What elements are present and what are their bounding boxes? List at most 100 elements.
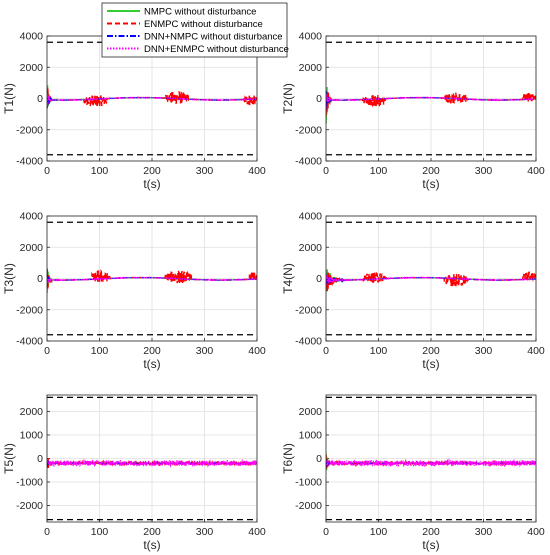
y-tick-label: -2000	[16, 500, 43, 512]
y-tick-label: 1000	[299, 429, 323, 441]
x-tick-label: 300	[196, 526, 214, 538]
axes-box	[46, 215, 258, 342]
y-tick-label: -2000	[295, 304, 322, 316]
x-axis-label: t(s)	[143, 177, 160, 191]
x-tick-label: 400	[248, 526, 266, 538]
axes-box	[46, 394, 258, 523]
panel-T3: 0 100 200 300 400 -4000 -2000 0 2000 4000 t(s) T3(N…	[2, 211, 266, 372]
x-tick-label: 300	[196, 345, 214, 357]
y-axis-label: T3(N)	[2, 263, 16, 294]
y-tick-label: 4000	[299, 211, 323, 223]
panel-T4: 0 100 200 300 400 -4000 -2000 0 2000 4000 t(s) T4(N…	[281, 211, 545, 372]
y-tick-label: 0	[316, 453, 322, 465]
panel-T5: 0 100 200 300 400 -2000 -1000 0 1000 2000 t(s) T5(N…	[2, 394, 266, 552]
axes-box	[325, 35, 537, 162]
panel-T6: 0 100 200 300 400 -2000 -1000 0 1000 2000 t(s) T6(N…	[281, 394, 545, 552]
series-dnnenmpc	[47, 93, 257, 106]
y-tick-label: 2000	[299, 62, 323, 74]
legend-label: ENMPC without disturbance	[144, 19, 263, 30]
series-dnnenmpc	[326, 274, 536, 286]
x-tick-label: 300	[475, 526, 493, 538]
y-tick-label: -1000	[295, 477, 322, 489]
y-tick-label: -4000	[295, 336, 322, 348]
y-tick-label: -2000	[295, 500, 322, 512]
y-tick-label: -2000	[295, 124, 322, 136]
series-group	[47, 458, 257, 469]
legend-label: DNN+NMPC without disturbance	[144, 32, 283, 43]
x-tick-label: 200	[143, 345, 161, 357]
x-tick-label: 400	[527, 345, 545, 357]
y-axis-label: T2(N)	[281, 83, 295, 114]
legend-label: DNN+ENMPC without disturbance	[144, 44, 289, 55]
y-tick-label: 0	[316, 93, 322, 105]
y-tick-label: -2000	[16, 304, 43, 316]
x-tick-label: 200	[143, 165, 161, 177]
y-tick-label: 0	[37, 93, 43, 105]
x-tick-label: 400	[527, 526, 545, 538]
x-tick-label: 200	[422, 526, 440, 538]
y-axis-label: T4(N)	[281, 263, 295, 294]
axes-box	[325, 215, 537, 342]
x-tick-label: 400	[248, 165, 266, 177]
y-tick-label: 0	[37, 453, 43, 465]
series-dnnenmpc	[326, 458, 536, 468]
x-tick-label: 300	[475, 345, 493, 357]
x-tick-label: 0	[44, 165, 50, 177]
series-dnnenmpc	[326, 94, 536, 109]
x-tick-label: 200	[422, 165, 440, 177]
series-dnnenmpc	[47, 458, 257, 468]
series-group	[326, 269, 536, 293]
x-tick-label: 200	[422, 345, 440, 357]
y-tick-label: 2000	[299, 242, 323, 254]
x-tick-label: 400	[527, 165, 545, 177]
series-group	[326, 86, 536, 124]
y-tick-label: 4000	[299, 31, 323, 43]
series-group	[47, 85, 257, 109]
y-tick-label: 1000	[20, 429, 44, 441]
y-tick-label: -4000	[295, 156, 322, 168]
x-tick-label: 400	[248, 345, 266, 357]
y-tick-label: -4000	[16, 336, 43, 348]
y-tick-label: 0	[316, 273, 322, 285]
x-axis-label: t(s)	[143, 538, 160, 552]
y-tick-label: 2000	[20, 62, 44, 74]
y-tick-label: -1000	[16, 477, 43, 489]
x-tick-label: 0	[323, 526, 329, 538]
panel-T2: 0 100 200 300 400 -4000 -2000 0 2000 4000 t(s) T2(N…	[281, 31, 545, 192]
x-tick-label: 300	[196, 165, 214, 177]
x-axis-label: t(s)	[422, 177, 439, 191]
x-tick-label: 0	[44, 526, 50, 538]
legend-box	[101, 2, 288, 58]
axes-box	[325, 394, 537, 523]
x-axis-label: t(s)	[143, 357, 160, 371]
x-tick-label: 100	[91, 165, 109, 177]
legend-label: NMPC without disturbance	[144, 7, 256, 18]
x-tick-label: 100	[370, 345, 388, 357]
y-axis-label: T5(N)	[2, 443, 16, 474]
series-dnnenmpc	[47, 276, 257, 284]
y-tick-label: 2000	[20, 242, 44, 254]
x-tick-label: 100	[91, 526, 109, 538]
x-tick-label: 200	[143, 526, 161, 538]
x-tick-label: 100	[91, 345, 109, 357]
y-tick-label: 0	[37, 273, 43, 285]
x-tick-label: 100	[370, 526, 388, 538]
y-tick-label: 4000	[20, 31, 44, 43]
y-axis-label: T6(N)	[281, 443, 295, 474]
y-tick-label: 2000	[299, 406, 323, 418]
y-tick-label: -4000	[16, 156, 43, 168]
y-tick-label: 2000	[20, 406, 44, 418]
series-group	[326, 452, 536, 471]
x-axis-label: t(s)	[422, 538, 439, 552]
y-axis-label: T1(N)	[2, 83, 16, 114]
x-axis-label: t(s)	[422, 357, 439, 371]
x-tick-label: 0	[323, 165, 329, 177]
y-tick-label: 4000	[20, 211, 44, 223]
y-tick-label: -2000	[16, 124, 43, 136]
x-tick-label: 0	[44, 345, 50, 357]
x-tick-label: 300	[475, 165, 493, 177]
x-tick-label: 0	[323, 345, 329, 357]
series-group	[47, 268, 257, 294]
